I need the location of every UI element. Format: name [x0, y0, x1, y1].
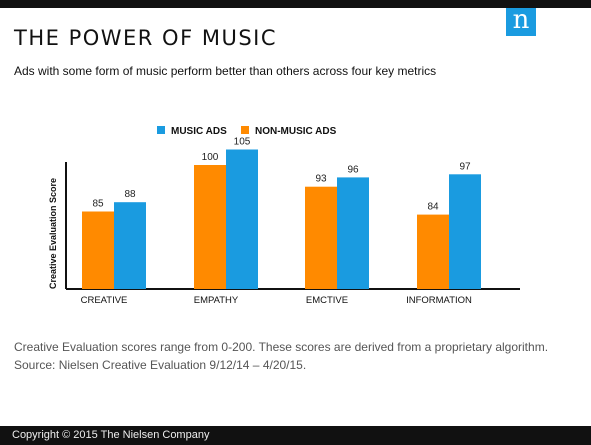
bar-non-music-creative	[82, 211, 114, 289]
data-label-non-music-creative: 85	[92, 199, 104, 210]
bar-non-music-empathy	[194, 165, 226, 289]
bar-music-emctive	[337, 177, 369, 289]
footnote-line-1: Creative Evaluation scores range from 0-…	[14, 340, 549, 354]
data-label-music-creative: 88	[124, 189, 136, 200]
top-bar	[0, 0, 591, 8]
data-label-music-empathy: 105	[234, 137, 251, 148]
nielsen-logo: n	[506, 7, 536, 36]
page-subtitle: Ads with some form of music perform bett…	[14, 64, 437, 78]
bar-music-information	[449, 174, 481, 289]
x-tick-label-information: INFORMATION	[406, 295, 472, 306]
legend-swatch-music	[157, 126, 165, 134]
data-label-music-information: 97	[459, 161, 471, 172]
data-label-non-music-emctive: 93	[315, 174, 327, 185]
x-tick-label-emctive: EMCTIVE	[306, 295, 348, 306]
bar-music-empathy	[226, 149, 258, 289]
bar-music-creative	[114, 202, 146, 289]
legend-label-music: MUSIC ADS	[171, 126, 227, 137]
footer-bar: Copyright © 2015 The Nielsen Company	[0, 426, 591, 445]
legend-label-non-music: NON-MUSIC ADS	[255, 126, 337, 137]
bar-chart: MUSIC ADS NON-MUSIC ADS Creative Evaluatio…	[48, 126, 520, 306]
bar-non-music-information	[417, 214, 449, 289]
data-label-non-music-information: 84	[427, 202, 439, 213]
y-axis-label: Creative Evaluation Score	[48, 178, 58, 289]
copyright-text: Copyright © 2015 The Nielsen Company	[12, 429, 210, 441]
x-tick-label-creative: CREATIVE	[81, 295, 128, 306]
x-tick-label-empathy: EMPATHY	[194, 295, 239, 306]
legend-swatch-non-music	[241, 126, 249, 134]
data-label-non-music-empathy: 100	[202, 152, 219, 163]
data-label-music-emctive: 96	[347, 164, 359, 175]
page-title: THE POWER OF MUSIC	[14, 26, 278, 50]
footnote: Creative Evaluation scores range from 0-…	[14, 338, 548, 374]
bar-non-music-emctive	[305, 186, 337, 289]
footnote-line-2: Source: Nielsen Creative Evaluation 9/12…	[14, 358, 307, 372]
